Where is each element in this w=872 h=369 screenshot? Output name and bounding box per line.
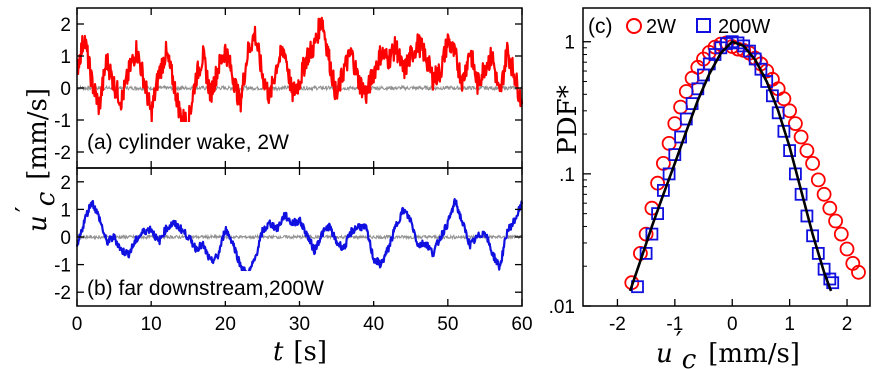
- y-tick-label: 1: [60, 200, 71, 221]
- pdf-2w-point: [805, 155, 820, 171]
- pdf-y-tick-label: .01: [549, 297, 575, 318]
- panel-b-x-axis-symbol: t: [273, 337, 284, 367]
- pdf-2w-point: [793, 129, 809, 145]
- panel-c-ticks: 1 .1 .01 -2 -1 0 1 2: [549, 33, 853, 335]
- y-axis-label-time-series: u ′ c [mm/s]: [11, 88, 61, 232]
- y-axis-prime: ′: [11, 206, 41, 212]
- x-tick-label: 20: [215, 314, 236, 335]
- pdf-x-tick-label: 1: [784, 314, 795, 335]
- panel-c-y-axis-label: PDF*: [553, 85, 583, 154]
- y-axis-subscript: c: [31, 191, 61, 206]
- panel-b-ticks: 210-1-20 10 20 30 40 50 60: [54, 168, 533, 335]
- y-tick-label: -2: [54, 283, 71, 304]
- panel-c-annotation: (c): [588, 15, 613, 38]
- panel-b-series: [75, 198, 524, 279]
- panel-c-x-axis-label: u ′ c [mm/s]: [656, 327, 800, 369]
- y-tick-label: -1: [54, 256, 71, 277]
- legend-marker-200w: [696, 18, 711, 33]
- panel-c-x-axis-subscript: c: [682, 345, 697, 369]
- pdf-200w-point: [674, 130, 687, 144]
- legend-label-200w: 200W: [718, 16, 770, 38]
- pdf-x-tick-label: -2: [609, 314, 626, 335]
- panel-b-annotation-bg: [85, 271, 379, 301]
- panel-a-ticks: 2 1 0 -1 -2: [54, 8, 523, 168]
- y-tick-label: -1: [54, 111, 71, 132]
- x-tick-label: 50: [437, 314, 458, 335]
- panel-b-annotation: (b) far downstream,200W: [87, 277, 324, 300]
- pdf-x-tick-label: -1: [666, 314, 683, 335]
- pdf-2w-point: [782, 103, 797, 119]
- pdf-2w-point: [776, 91, 792, 107]
- pdf-2w-point: [788, 116, 803, 131]
- panel-c-x-axis-symbol: u: [656, 339, 673, 369]
- noise-baseline-line: [76, 233, 523, 241]
- y-axis-symbol: u: [23, 215, 53, 232]
- pdf-2w-point: [810, 172, 826, 188]
- y-tick-label: 1: [60, 47, 71, 68]
- y-tick-label: -2: [54, 143, 71, 164]
- pdf-2w-point: [799, 143, 815, 159]
- pdf-200w-point: [754, 62, 768, 76]
- pdf-2w-point: [661, 135, 677, 151]
- pdf-2w-point: [816, 186, 832, 202]
- pdf-200w-point: [760, 75, 774, 88]
- y-tick-label: 0: [60, 228, 71, 249]
- pdf-200w-point: [766, 89, 779, 103]
- gaussian-fit-line: [628, 40, 833, 292]
- x-tick-label: 30: [289, 314, 310, 335]
- panel-c-x-axis-unit: [mm/s]: [708, 339, 800, 369]
- panel-b-frame: [76, 167, 523, 307]
- panel-c-x-axis-prime: ′: [676, 327, 682, 357]
- y-tick-label: 2: [60, 15, 71, 36]
- pdf-2w-point: [828, 213, 843, 229]
- x-tick-label: 0: [72, 314, 83, 335]
- panel-a-series: [76, 16, 524, 135]
- panel-b-x-axis-label: t [s]: [273, 337, 327, 367]
- x-tick-label: 60: [511, 314, 532, 335]
- panel-a-annotation: (a) cylinder wake, 2W: [87, 131, 289, 154]
- x-tick-label: 40: [363, 314, 384, 335]
- panel-c-series: [624, 35, 866, 294]
- panel-b-far-downstream: 210-1-20 10 20 30 40 50 60 (b) far downstream,…: [11, 88, 533, 367]
- pdf-2w-point: [833, 226, 849, 242]
- panel-b-x-axis-unit: [s]: [293, 337, 327, 367]
- pdf-y-tick-label: .1: [559, 165, 575, 186]
- pdf-200w-point: [639, 246, 653, 260]
- velocity-signal-line: [75, 198, 524, 279]
- pdf-2w-point: [851, 264, 866, 280]
- panel-c-pdf: 1 .1 .01 -2 -1 0 1 2 (c) 2W 200W u ′ c [mm/s] P…: [549, 7, 871, 369]
- x-tick-label: 10: [141, 314, 162, 335]
- y-tick-label: 0: [60, 79, 71, 100]
- panel-c-frame: [582, 7, 871, 307]
- pdf-x-tick-label: 2: [842, 314, 853, 335]
- y-tick-label: 2: [60, 173, 71, 194]
- pdf-2w-point: [667, 116, 683, 131]
- legend-marker-2w: [626, 18, 642, 34]
- y-axis-unit: [mm/s]: [23, 88, 53, 180]
- legend-label-2w: 2W: [646, 16, 676, 38]
- pdf-x-tick-label: 0: [727, 314, 738, 335]
- velocity-signal-line: [76, 16, 524, 135]
- pdf-200w-point: [811, 246, 825, 260]
- panel-a-cylinder-wake: 2 1 0 -1 -2 (a) cylinder wake, 2W: [54, 7, 524, 169]
- pdf-2w-point: [678, 84, 694, 99]
- pdf-2w-point: [822, 200, 838, 216]
- pdf-2w-point: [673, 99, 688, 115]
- pdf-2w-point: [839, 241, 855, 257]
- panel-a-annotation-bg: [85, 122, 335, 156]
- pdf-y-tick-label: 1: [564, 33, 575, 54]
